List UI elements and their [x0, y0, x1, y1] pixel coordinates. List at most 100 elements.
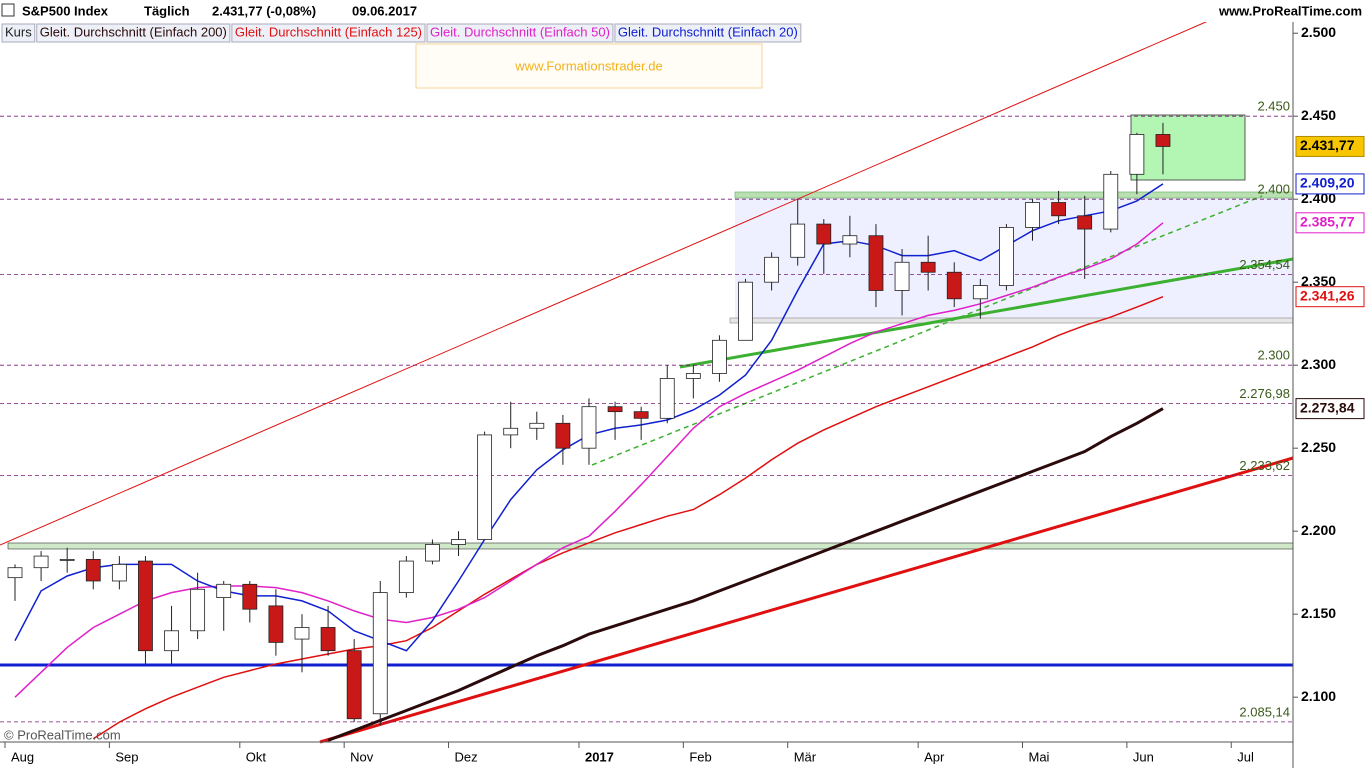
legend-item: Gleit. Durchschnitt (Einfach 200)	[40, 24, 227, 39]
y-axis: 2.1002.1502.2002.2502.3002.3502.4002.450…	[1293, 24, 1365, 704]
candle-body	[268, 605, 284, 643]
legend-box	[231, 23, 426, 43]
plot: 2.450 2.400 2.354,54 2.300 2.276,98 2.233,62 2…	[0, 99, 1293, 742]
candle-body	[972, 285, 988, 300]
candle-body	[581, 406, 597, 449]
legend-box	[614, 23, 802, 43]
y-tick-label: 2.200	[1301, 522, 1336, 538]
candle-body	[398, 560, 414, 594]
candle-body	[164, 630, 179, 652]
y-tick-label: 2.250	[1301, 439, 1336, 455]
watermark: www.Formationstrader.de	[514, 58, 662, 73]
candle-body	[85, 559, 101, 582]
ma-value-label: 2.409,20	[1300, 175, 1355, 191]
candle-body	[920, 261, 936, 273]
y-tick-label: 2.350	[1301, 273, 1336, 289]
x-tick-label: Jun	[1133, 749, 1154, 764]
period: Täglich	[144, 3, 190, 18]
candle-body	[868, 235, 884, 291]
x-tick-label: Apr	[924, 749, 945, 764]
site: www.ProRealTime.com	[1218, 3, 1362, 18]
y-tick-label: 2.500	[1301, 24, 1336, 40]
icon	[1, 3, 15, 17]
candle-body	[451, 539, 466, 545]
y-tick-label: 2.450	[1301, 107, 1336, 123]
candle-body	[33, 555, 49, 569]
candle-body	[946, 271, 962, 300]
candle-body	[1025, 202, 1040, 228]
support-band	[7, 542, 1294, 550]
level-label: 2.233,62	[1239, 458, 1290, 473]
copyright: © ProRealTime.com	[4, 727, 121, 742]
candle-body	[59, 559, 75, 561]
x-tick-label: Feb	[689, 749, 711, 764]
candle-body	[790, 223, 806, 258]
candle-body	[555, 422, 571, 449]
candle-body	[190, 588, 206, 632]
ma-line	[327, 407, 1164, 742]
legend-item: Gleit. Durchschnitt (Einfach 20)	[618, 24, 798, 39]
level-label: 2.400	[1257, 182, 1290, 197]
x-tick-label: Nov	[350, 749, 374, 764]
level-label: 2.354,54	[1239, 257, 1290, 272]
candle-body	[894, 261, 910, 291]
candle-body	[1103, 173, 1119, 230]
level-label: 2.450	[1257, 99, 1290, 114]
support-band	[729, 317, 1294, 324]
x-tick-label: Sep	[115, 749, 138, 764]
candle-body	[633, 411, 649, 419]
x-tick-label: Mär	[794, 749, 817, 764]
x-tick-label: Dez	[455, 749, 478, 764]
level-label: 2.085,14	[1239, 704, 1290, 719]
candle-body	[372, 592, 388, 715]
x-tick-label: 2017	[585, 749, 614, 764]
legend-box	[426, 23, 614, 43]
header-bg	[0, 0, 1366, 22]
legend-box	[1, 23, 36, 43]
legend-item: Kurs	[5, 24, 32, 39]
ma-value-label: 2.385,77	[1300, 214, 1355, 230]
candle-body	[1051, 202, 1066, 217]
candle-body	[738, 281, 753, 341]
candle-body	[1129, 134, 1145, 175]
target-box	[1130, 114, 1246, 181]
ma-value-box	[1295, 398, 1365, 420]
candle-body	[529, 422, 545, 429]
candle-body	[685, 373, 701, 379]
y-tick-label: 2.150	[1301, 605, 1336, 621]
ma-value-label: 2.341,26	[1300, 287, 1355, 303]
ma-value-box	[1295, 212, 1365, 234]
trend-line	[0, 14, 1223, 546]
candle-body	[842, 235, 858, 245]
candle-body	[1077, 215, 1093, 230]
x-tick-label: Okt	[246, 749, 267, 764]
trend-line	[319, 456, 1294, 744]
candle-body	[7, 567, 23, 579]
candle-body	[320, 627, 336, 652]
ma-line	[92, 296, 1164, 740]
level-label: 2.300	[1257, 348, 1290, 363]
candle-body	[425, 544, 440, 562]
legend-item: Gleit. Durchschnitt (Einfach 50)	[430, 24, 610, 39]
candle-body	[816, 223, 832, 245]
x-tick-label: Mai	[1029, 749, 1050, 764]
x-axis: Aug Sep Okt Nov Dez 2017 Feb Mär Apr Mai Jun Jul	[4, 742, 1254, 764]
candle-body	[294, 627, 310, 640]
candle-body	[503, 427, 519, 436]
candle-body	[346, 650, 362, 720]
candle-body	[477, 434, 493, 540]
y-tick-label: 2.300	[1301, 356, 1336, 372]
candle-body	[659, 378, 675, 419]
y-tick-label: 2.100	[1301, 688, 1336, 704]
candle-body	[607, 406, 623, 413]
x-tick-label: Jul	[1237, 749, 1254, 764]
price-label: 2.431,77	[1300, 137, 1355, 153]
candle-body	[712, 339, 727, 374]
candle-body	[138, 560, 153, 652]
candle-body	[764, 256, 780, 283]
candle-body	[242, 583, 258, 610]
date: 09.06.2017	[352, 3, 417, 18]
watermark-box	[415, 43, 763, 89]
